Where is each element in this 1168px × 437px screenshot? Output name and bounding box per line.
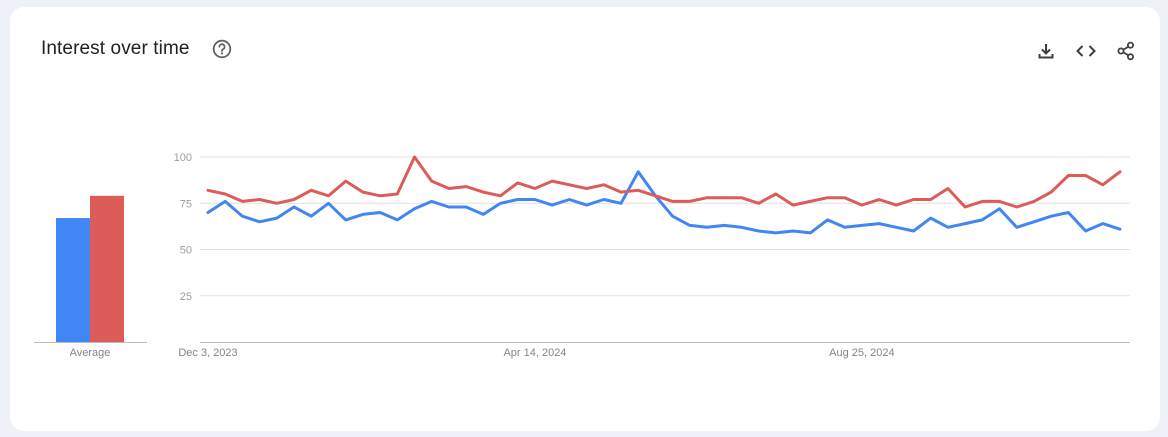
chart-title: Interest over time	[41, 38, 190, 59]
embed-code-icon[interactable]	[1074, 39, 1098, 63]
y-tick-label: 75	[180, 198, 192, 210]
chart-toolbar	[1034, 39, 1138, 63]
interest-line-chart: 25 50 75 100 Dec 3, 2023 Apr 14, 2024 Aug 25, …	[174, 152, 1130, 359]
average-bar-chart: Average	[34, 195, 147, 359]
y-tick-label: 100	[174, 152, 192, 164]
series-line-1	[206, 170, 1122, 235]
series-line-2	[206, 155, 1122, 209]
download-icon[interactable]	[1034, 39, 1058, 63]
interest-over-time-card: Interest over time	[10, 7, 1160, 431]
help-circle-icon[interactable]	[212, 39, 232, 59]
average-label: Average	[70, 347, 111, 359]
x-tick-label: Dec 3, 2023	[178, 347, 237, 359]
y-tick-label: 25	[180, 291, 192, 303]
x-tick-label: Apr 14, 2024	[503, 347, 566, 359]
average-bar-2	[90, 195, 124, 342]
y-tick-label: 50	[180, 245, 192, 257]
x-tick-label: Aug 25, 2024	[829, 347, 894, 359]
share-icon[interactable]	[1114, 39, 1138, 63]
average-bar-1	[56, 218, 90, 342]
